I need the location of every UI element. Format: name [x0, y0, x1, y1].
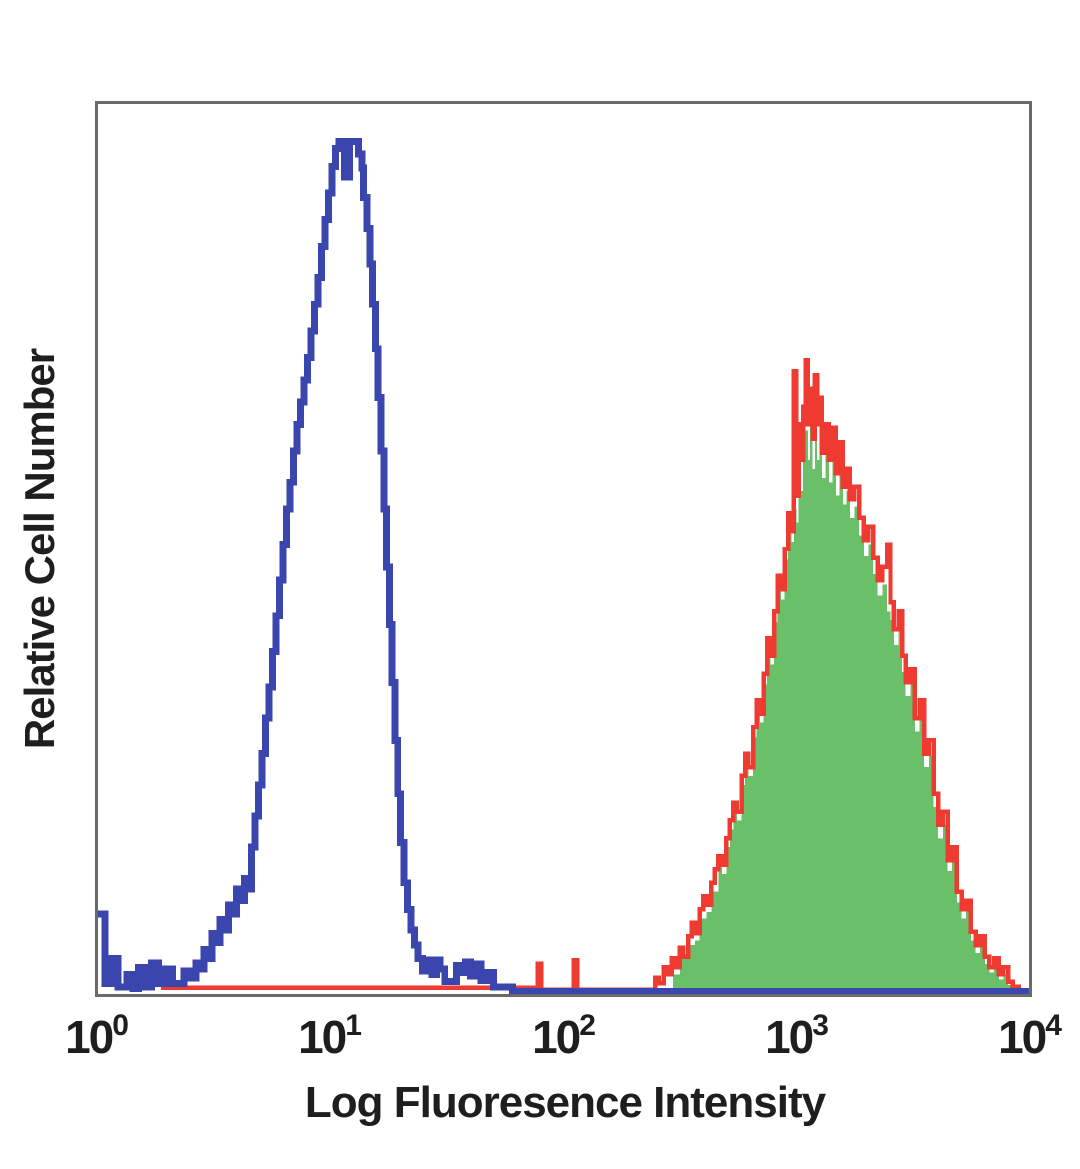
x-tick-exponent: 3 [812, 1009, 829, 1042]
x-tick-exponent: 2 [579, 1009, 596, 1042]
y-axis-label: Relative Cell Number [16, 348, 63, 750]
x-tick-label-10e2: 102 [532, 1009, 596, 1063]
x-tick-label-10e4: 104 [998, 1009, 1062, 1063]
x-axis-ticks: 100 101 102 103 104 [0, 1009, 1080, 1074]
x-tick-exponent: 4 [1045, 1009, 1062, 1042]
negative-control-outline [98, 137, 1029, 994]
x-tick-label-10e0: 100 [65, 1009, 129, 1063]
x-tick-exponent: 1 [345, 1009, 362, 1042]
positive-stain-fill [665, 424, 1018, 994]
x-axis-label: Log Fluoresence Intensity [304, 1078, 826, 1127]
x-tick-label-10e1: 101 [298, 1009, 362, 1063]
plot-frame [95, 101, 1032, 997]
plot-canvas [98, 137, 1029, 994]
x-tick-exponent: 0 [112, 1009, 129, 1042]
positive-stain-outline [160, 358, 1021, 992]
x-tick-label-10e3: 103 [765, 1009, 829, 1063]
